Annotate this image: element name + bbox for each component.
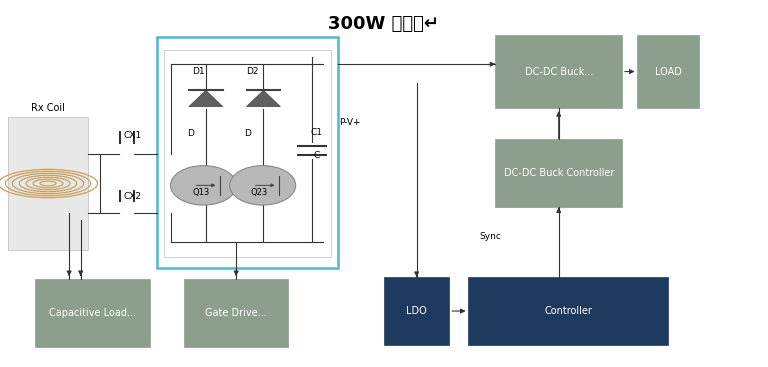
Text: CX1: CX1: [123, 131, 141, 140]
Text: Q13: Q13: [193, 188, 210, 197]
Text: D2: D2: [246, 67, 258, 76]
Text: D1: D1: [192, 67, 204, 76]
Text: Sync: Sync: [479, 232, 501, 241]
Text: DC-DC Buck...: DC-DC Buck...: [525, 66, 593, 77]
Bar: [495, 35, 622, 108]
Text: 300W 接收器↵: 300W 接收器↵: [329, 15, 439, 33]
Bar: [164, 50, 331, 257]
Text: LOAD: LOAD: [655, 66, 681, 77]
Polygon shape: [189, 90, 223, 106]
Bar: [8, 117, 88, 250]
Bar: [184, 279, 288, 347]
Bar: [35, 279, 150, 347]
Text: Q23: Q23: [251, 188, 268, 197]
Bar: [468, 277, 668, 345]
Text: CX2: CX2: [123, 192, 141, 201]
Text: D: D: [187, 130, 194, 138]
Bar: [157, 37, 338, 268]
Polygon shape: [247, 90, 280, 106]
Bar: [384, 277, 449, 345]
Text: D: D: [244, 130, 250, 138]
Text: Gate Drive...: Gate Drive...: [205, 308, 267, 318]
Text: LDO: LDO: [406, 306, 427, 316]
Text: Capacitive Load...: Capacitive Load...: [48, 308, 136, 318]
Ellipse shape: [170, 166, 237, 205]
Text: C: C: [313, 152, 319, 160]
Text: Rx Coil: Rx Coil: [31, 103, 65, 113]
Bar: [495, 139, 622, 207]
Text: Controller: Controller: [545, 306, 592, 316]
Text: C1: C1: [310, 128, 323, 137]
Ellipse shape: [230, 166, 296, 205]
Bar: [637, 35, 699, 108]
Text: DC-DC Buck Controller: DC-DC Buck Controller: [504, 168, 614, 178]
Text: P-V+: P-V+: [339, 119, 360, 127]
